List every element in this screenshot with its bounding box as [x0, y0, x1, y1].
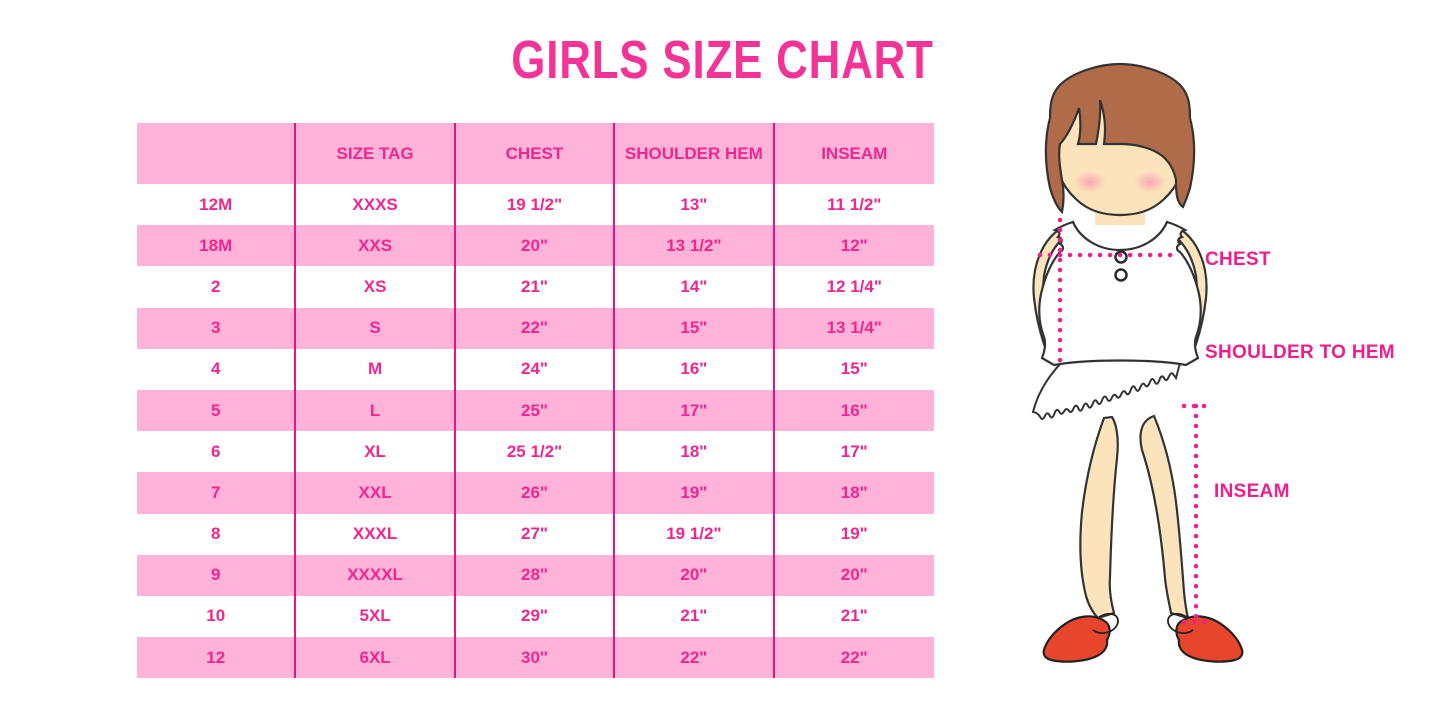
svg-text:CHEST: CHEST	[1205, 249, 1271, 270]
svg-text:INSEAM: INSEAM	[1214, 481, 1290, 502]
svg-text:SHOULDER TO HEM: SHOULDER TO HEM	[1205, 342, 1395, 363]
